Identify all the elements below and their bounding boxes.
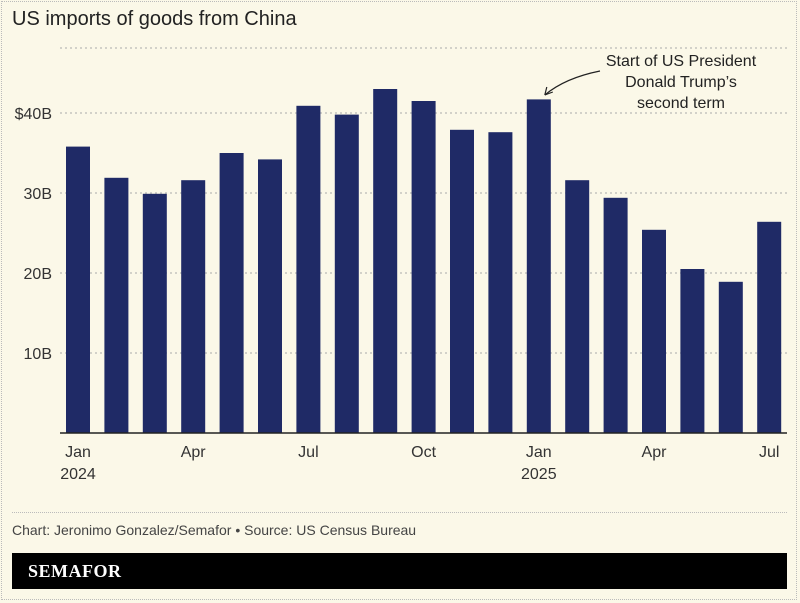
- bar-nov-2024: [450, 129, 474, 434]
- annotation-text: Start of US President: [606, 53, 757, 70]
- bar-may-2024: [219, 153, 244, 433]
- x-tick-label: Oct: [411, 444, 436, 461]
- bar-apr-2025: [642, 229, 666, 433]
- bar-mar-2025: [603, 197, 628, 433]
- x-tick-label: Jan: [65, 444, 91, 461]
- x-tick-label: Jul: [298, 444, 318, 461]
- x-tick-label: Jul: [759, 444, 779, 461]
- bar-apr-2024: [181, 180, 206, 433]
- chart-title: US imports of goods from China: [12, 8, 297, 30]
- bar-may-2025: [680, 269, 705, 433]
- x-tick-year: 2025: [521, 466, 557, 483]
- divider: [12, 512, 787, 513]
- bar-sep-2024: [373, 89, 398, 433]
- bar-dec-2024: [488, 132, 513, 433]
- brand-bar: SEMAFOR: [12, 553, 787, 589]
- annotation-text: second term: [637, 95, 725, 112]
- x-tick-year: 2024: [60, 466, 96, 483]
- bar-aug-2024: [334, 114, 359, 433]
- y-tick-label: 30B: [24, 186, 52, 203]
- x-tick-label: Apr: [181, 444, 207, 461]
- semafor-logo: SEMAFOR: [28, 561, 122, 581]
- bar-mar-2024: [142, 193, 167, 433]
- annotation-arrow: [544, 70, 601, 96]
- bar-feb-2025: [565, 180, 590, 433]
- bar-jan-2025: [526, 99, 551, 434]
- bar-jan-2024: [66, 146, 90, 433]
- bar-jul-2025: [757, 221, 782, 433]
- bar-oct-2024: [411, 101, 436, 433]
- source-credit: Chart: Jeronimo Gonzalez/Semafor • Sourc…: [12, 522, 417, 538]
- x-tick-label: Apr: [642, 444, 668, 461]
- x-tick-label: Jan: [526, 444, 552, 461]
- bar-feb-2024: [104, 177, 129, 433]
- arrowhead-icon: [544, 86, 554, 96]
- bar-jun-2024: [258, 159, 282, 433]
- y-tick-label: 10B: [24, 346, 52, 363]
- y-tick-label: $40B: [15, 106, 52, 123]
- y-tick-label: 20B: [24, 266, 52, 283]
- annotation-text: Donald Trump’s: [625, 74, 737, 91]
- bar-jul-2024: [296, 105, 321, 434]
- bar-jun-2025: [718, 281, 743, 433]
